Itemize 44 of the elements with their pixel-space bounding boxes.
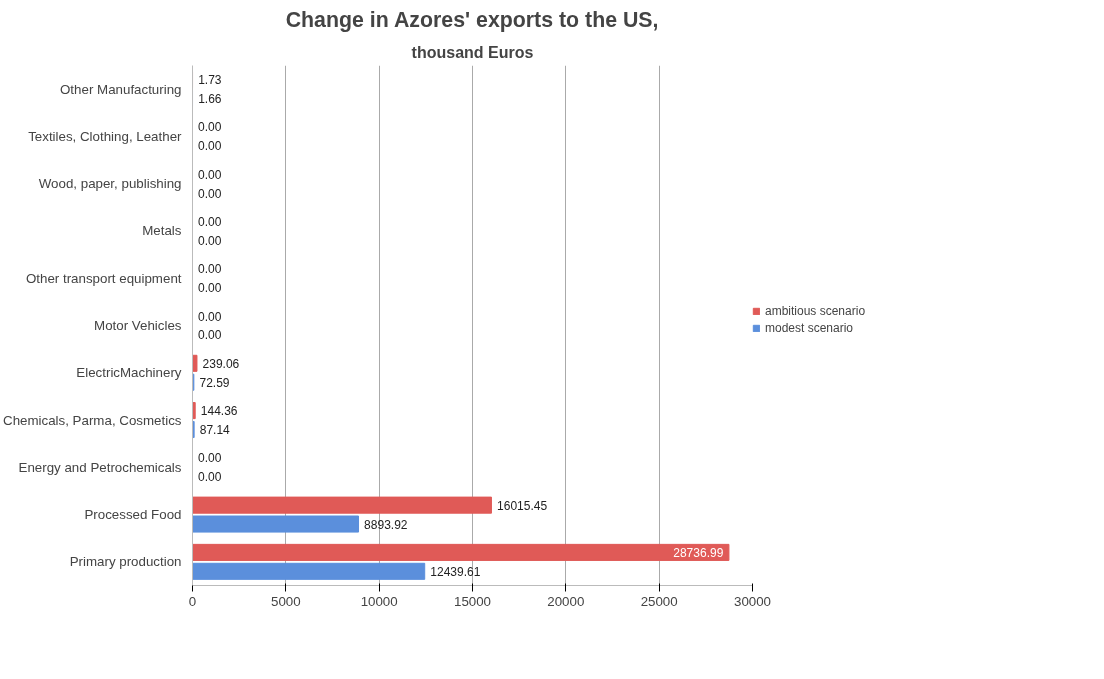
- data-label: 0.00: [198, 451, 222, 466]
- x-tick-label: 30000: [733, 593, 772, 609]
- y-tick-label: Metals: [142, 223, 182, 239]
- y-tick-label: Processed Food: [84, 507, 182, 523]
- data-label: 8893.92: [364, 517, 408, 532]
- data-label: 0.00: [198, 233, 222, 248]
- x-tick-label: 25000: [640, 593, 678, 609]
- y-tick-label: Chemicals, Parma, Cosmetics: [3, 412, 182, 428]
- y-tick-label: ElectricMachinery: [76, 365, 182, 381]
- data-label: 12439.61: [430, 564, 481, 579]
- data-label: 0.00: [198, 120, 222, 135]
- data-label: 0.00: [198, 262, 222, 277]
- chart-title: Change in Azores' exports to the US,: [285, 7, 659, 32]
- x-tick-label: 10000: [360, 593, 398, 609]
- x-tick-label: 0: [188, 593, 197, 609]
- y-tick-label: Other transport equipment: [25, 270, 182, 286]
- chart-subtitle: thousand Euros: [411, 43, 534, 61]
- data-label: 72.59: [199, 375, 230, 390]
- legend-label: modest scenario: [765, 321, 854, 335]
- y-tick-label: Primary production: [69, 554, 182, 570]
- data-label: 239.06: [202, 356, 240, 371]
- y-tick-label: Motor Vehicles: [94, 318, 182, 333]
- y-tick-label: Energy and Petrochemicals: [18, 459, 182, 475]
- data-label: 0.00: [198, 139, 222, 154]
- y-tick-label: Wood, paper, publishing: [38, 176, 182, 192]
- data-label: 87.14: [199, 423, 231, 437]
- data-label: 0.00: [198, 470, 222, 485]
- y-tick-label: Other Manufacturing: [60, 81, 182, 97]
- data-label: 144.36: [200, 404, 238, 419]
- data-label: 28736.99: [673, 545, 724, 560]
- data-label: 0.00: [198, 167, 222, 182]
- x-tick-label: 20000: [547, 593, 585, 609]
- data-label: 0.00: [198, 328, 222, 343]
- data-label: 0.00: [198, 215, 222, 229]
- data-label: 16015.45: [497, 498, 548, 513]
- x-tick-label: 5000: [271, 593, 301, 609]
- data-label: 1.66: [198, 92, 222, 107]
- data-label: 0.00: [198, 186, 222, 201]
- data-label: 1.73: [198, 73, 222, 88]
- data-label: 0.00: [198, 281, 222, 296]
- x-tick-label: 15000: [453, 593, 492, 609]
- data-label: 0.00: [198, 309, 222, 324]
- y-tick-label: Textiles, Clothing, Leather: [28, 128, 183, 144]
- legend-label: ambitious scenario: [765, 304, 866, 318]
